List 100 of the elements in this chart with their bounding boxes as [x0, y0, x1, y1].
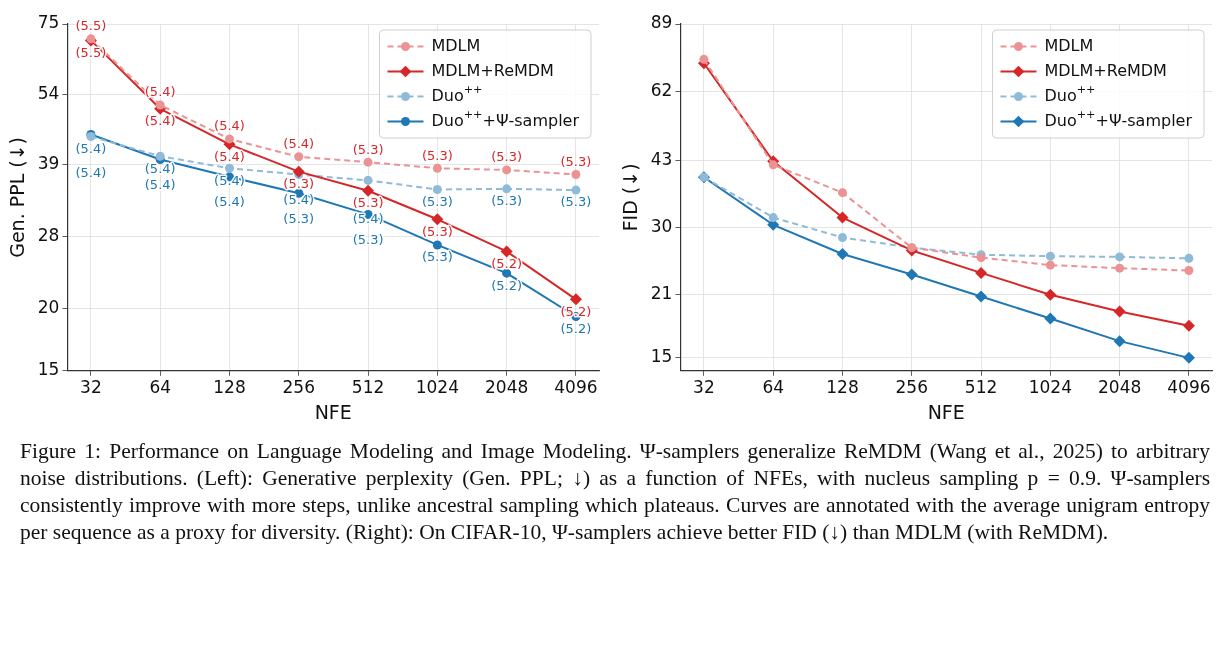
annotation: (5.4) — [214, 148, 245, 164]
y-tick-label: 62 — [650, 80, 673, 101]
annotation: (5.3) — [421, 193, 453, 209]
point — [1044, 312, 1057, 325]
legend-label: MDLM+ReMDM — [1044, 60, 1167, 80]
point — [1045, 251, 1055, 261]
point — [1115, 263, 1125, 273]
x-axis-title: NFE — [314, 400, 352, 423]
x-tick-label: 64 — [762, 377, 785, 398]
point — [502, 165, 512, 175]
point — [502, 184, 512, 194]
x-tick-label: 1024 — [415, 377, 459, 398]
x-tick-label: 256 — [895, 377, 928, 398]
point — [502, 268, 512, 278]
legend-label: MDLM — [1044, 35, 1094, 55]
point — [768, 213, 778, 223]
y-tick-label: 43 — [650, 148, 673, 169]
annotation: (5.3) — [491, 149, 523, 165]
y-tick-label: 21 — [650, 283, 673, 304]
point — [432, 240, 442, 250]
y-tick-label: 15 — [650, 346, 673, 367]
y-tick-label: 30 — [650, 216, 673, 237]
y-tick-label: 28 — [37, 224, 60, 245]
x-axis-title: NFE — [927, 400, 965, 423]
legend-label: MDLM+ReMDM — [431, 60, 554, 80]
annotation: (5.4) — [214, 118, 245, 134]
point — [768, 160, 778, 170]
legend-label: Duo++ — [1044, 83, 1096, 105]
x-tick-label: 4096 — [1167, 377, 1211, 398]
annotation: (5.3) — [352, 141, 384, 157]
point — [836, 248, 849, 261]
point — [1044, 288, 1057, 301]
y-tick-label: 39 — [37, 153, 60, 174]
annotation: (5.3) — [283, 210, 315, 226]
annotation: (5.4) — [144, 113, 176, 129]
annotation: (5.2) — [491, 255, 523, 271]
annotation: (5.3) — [421, 147, 453, 163]
x-tick-label: 1024 — [1028, 377, 1072, 398]
annotation: (5.3) — [421, 223, 453, 239]
point — [1182, 351, 1195, 364]
x-tick-label: 2048 — [1098, 377, 1142, 398]
point — [155, 100, 165, 110]
legend-label: Duo++ — [431, 83, 483, 105]
point — [1113, 335, 1126, 348]
legend-label: Duo+++Ψ-sampler — [431, 108, 580, 130]
annotation: (5.4) — [75, 164, 107, 180]
point — [1184, 266, 1194, 276]
annotation: (5.4) — [144, 176, 176, 192]
annotation: (5.3) — [352, 231, 384, 247]
point — [1182, 319, 1195, 332]
point — [975, 290, 988, 303]
point — [571, 170, 581, 180]
x-tick-label: 64 — [149, 377, 172, 398]
y-axis-title: Gen. PPL (↓) — [6, 136, 29, 258]
annotation: (5.3) — [283, 176, 315, 192]
annotation: (5.4) — [214, 194, 245, 210]
y-tick-label: 54 — [37, 83, 60, 104]
point — [1113, 305, 1126, 318]
legend-label: MDLM — [431, 35, 481, 55]
point — [569, 293, 582, 306]
point — [905, 268, 918, 281]
point — [294, 152, 304, 162]
annotation: (5.4) — [283, 191, 315, 207]
point — [363, 157, 373, 167]
x-tick-label: 4096 — [554, 377, 598, 398]
point — [837, 188, 847, 198]
point — [362, 184, 375, 197]
annotation: (5.2) — [560, 320, 592, 336]
point — [1184, 253, 1194, 263]
x-tick-label: 32 — [80, 377, 102, 398]
annotation: (5.3) — [352, 195, 384, 211]
annotation: (5.5) — [75, 18, 107, 34]
annotation: (5.3) — [491, 193, 523, 209]
point — [224, 163, 234, 173]
y-tick-label: 75 — [37, 12, 60, 33]
point — [363, 175, 373, 185]
x-tick-label: 32 — [693, 377, 715, 398]
x-tick-label: 128 — [213, 377, 246, 398]
x-tick-label: 128 — [826, 377, 859, 398]
point — [699, 54, 709, 64]
annotation: (5.3) — [560, 153, 592, 169]
y-tick-label: 89 — [650, 12, 673, 33]
annotation: (5.4) — [75, 140, 107, 156]
point — [432, 163, 442, 173]
caption: Figure 1: Performance on Language Modeling and Image Modeling. Ψ-samplers generalize ReMDM (Wang et al., 2025) to arbitrary noise distributions. (Left): Generative perplexity (Gen. PPL; ↓) as a function of NFEs, with nucleus sampling p = 0.9. Ψ-samplers consistently improve with more steps, unlike ancestral sampling which plateaus. Curves are annotated with the average unigram entropy per sequence as a proxy for diversity. (Right): On CIFAR-10, Ψ-samplers achieve better FID (↓) than MDLM (with ReMDM). — [20, 438, 1210, 546]
x-tick-label: 512 — [351, 377, 385, 398]
annotation: (5.4) — [144, 84, 176, 100]
point — [571, 185, 581, 195]
point — [500, 245, 513, 258]
point — [837, 233, 847, 243]
annotation: (5.4) — [144, 160, 176, 176]
y-axis-title: FID (↓) — [619, 163, 642, 232]
point — [292, 165, 305, 178]
point — [1115, 252, 1125, 262]
point — [224, 134, 234, 144]
x-tick-label: 2048 — [485, 377, 529, 398]
point — [836, 211, 849, 224]
point — [432, 184, 442, 194]
point — [1045, 260, 1055, 270]
legend-label: Duo+++Ψ-sampler — [1044, 108, 1193, 130]
